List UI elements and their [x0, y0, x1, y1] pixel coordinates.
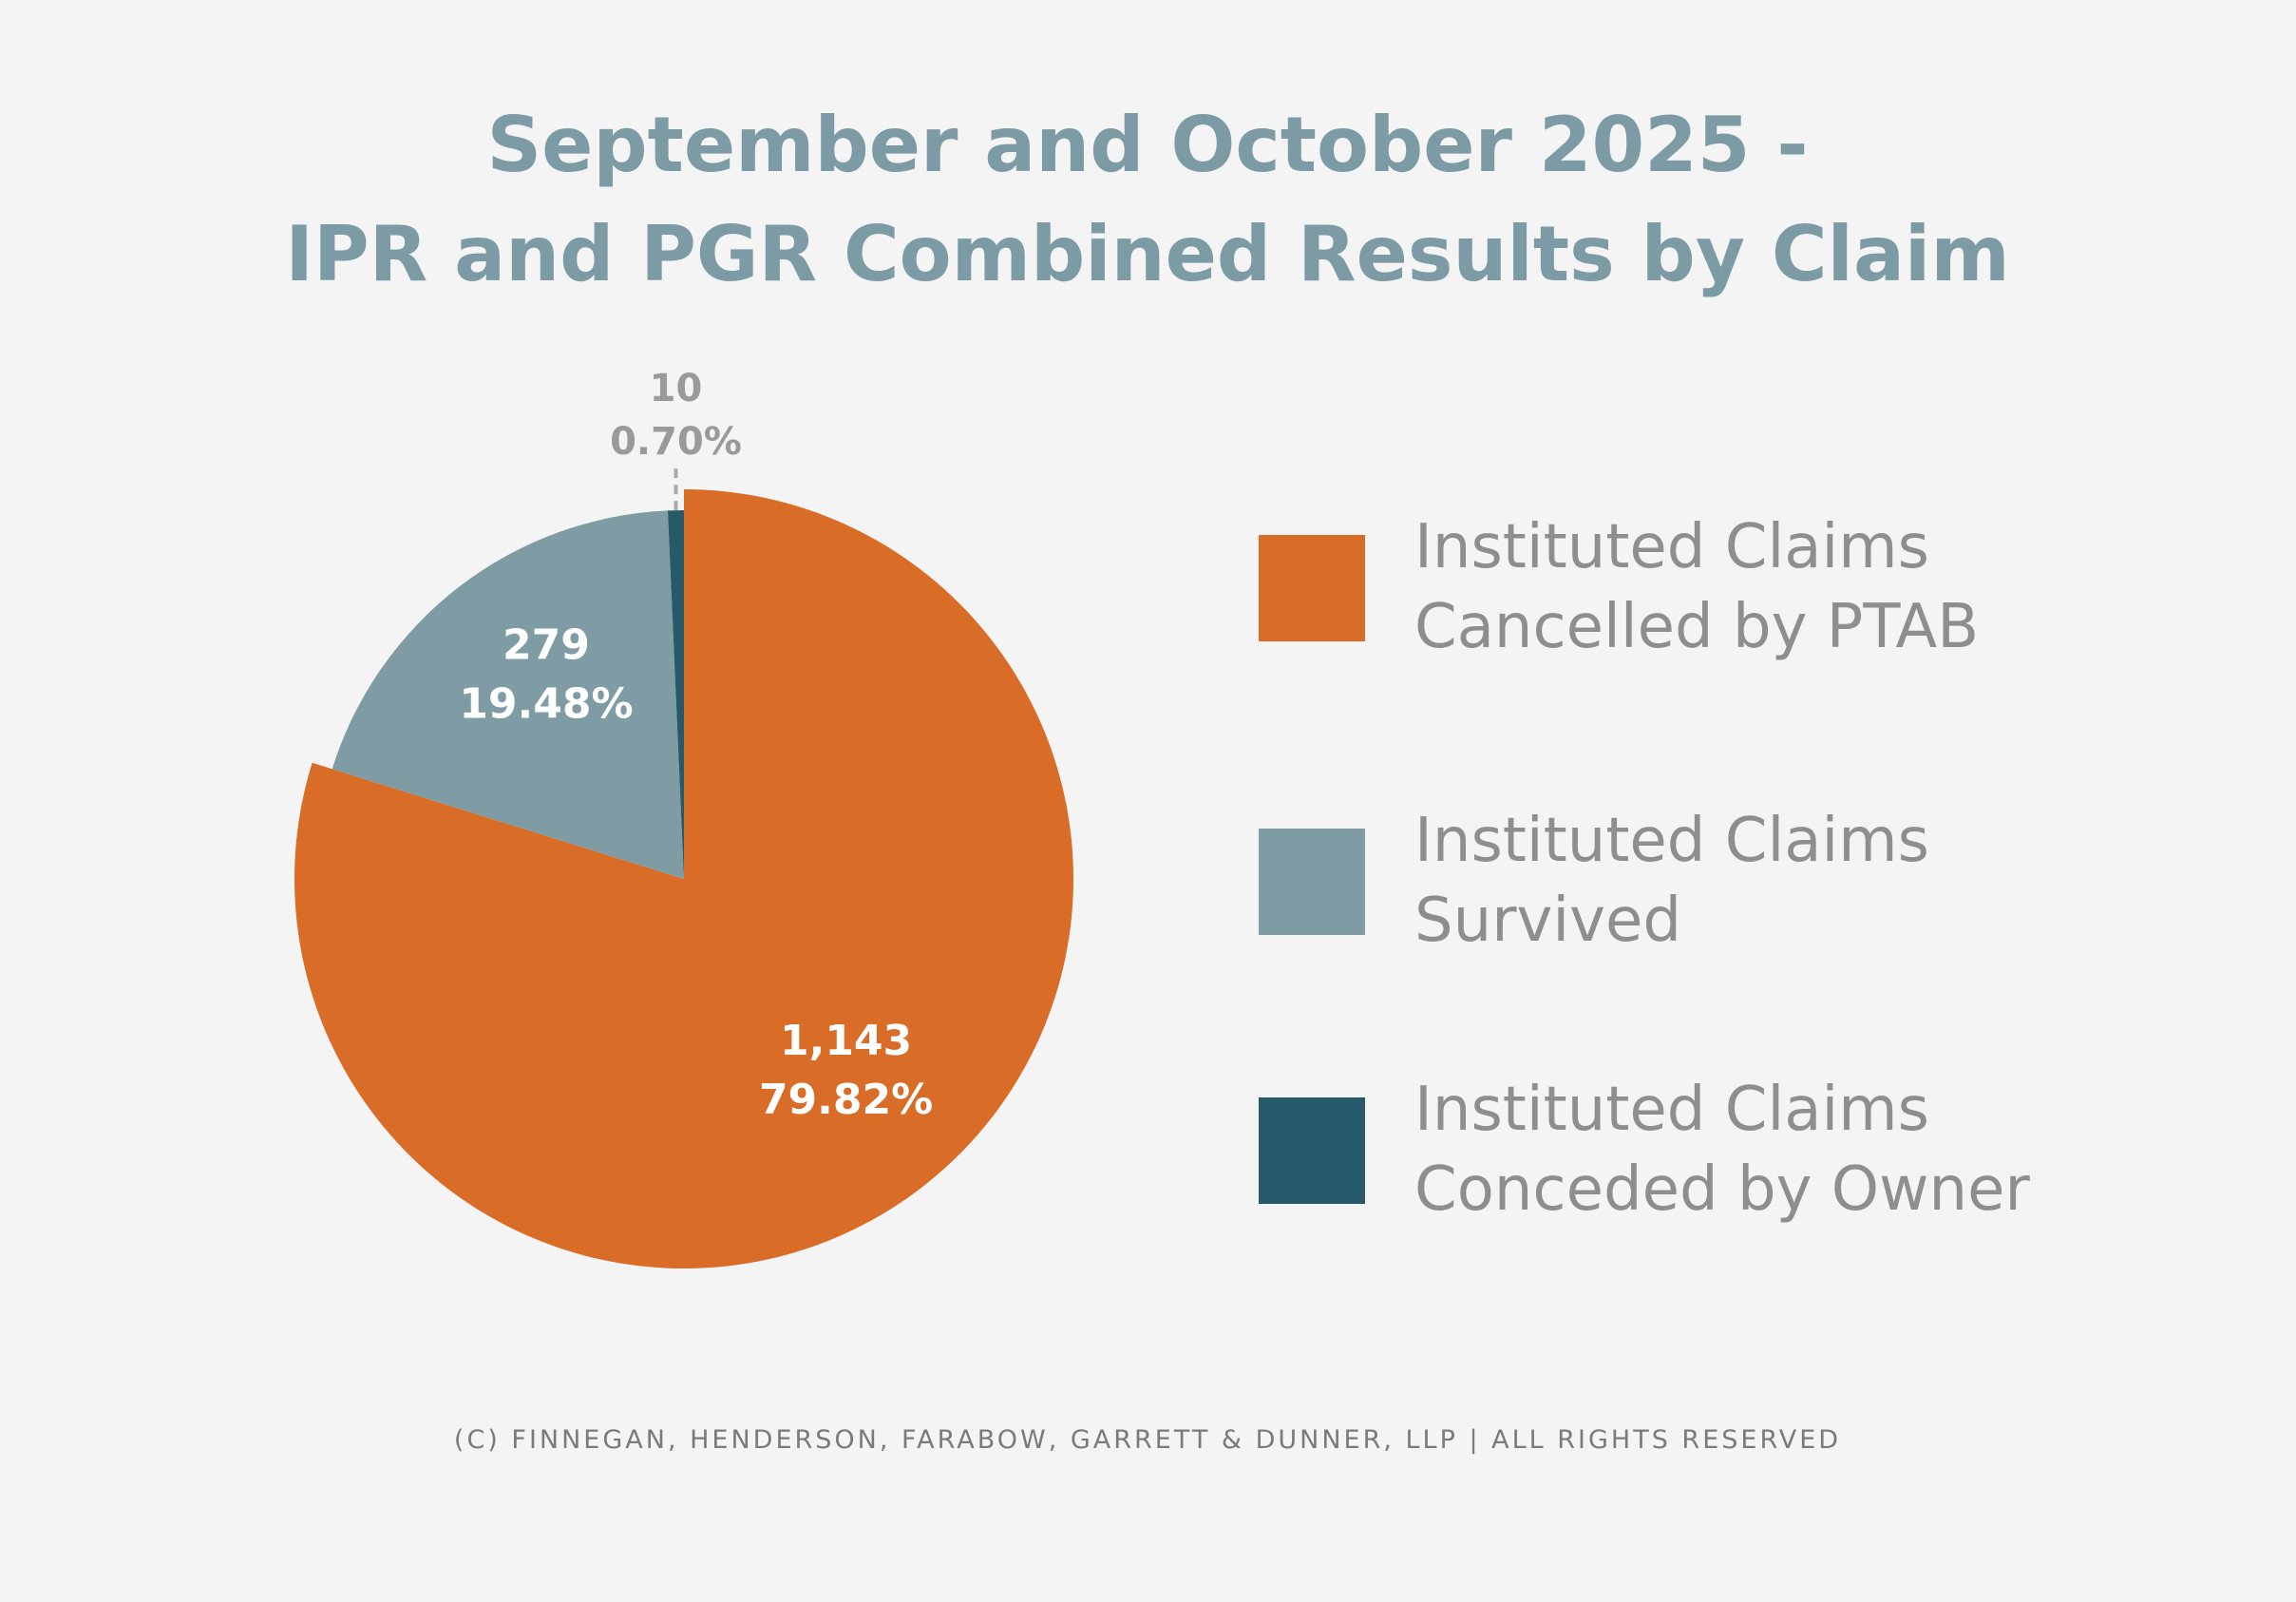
pie-slice-2: [332, 510, 684, 879]
slice-label-percent-2: 19.48%: [459, 680, 633, 729]
pie-labels: 1,143 79.82% 279 19.48% 10 0.70%: [459, 367, 933, 1124]
slice-label-value-3: 10: [650, 367, 703, 410]
legend-swatch-2: [1259, 829, 1365, 935]
slice-label-value-1: 1,143: [780, 1017, 912, 1065]
slice-label-percent-1: 79.82%: [759, 1076, 933, 1124]
pie: [294, 489, 1073, 1268]
legend-swatch-1: [1259, 535, 1365, 641]
legend-label-1-line-1: Instituted Claims: [1414, 512, 1929, 582]
pie-slice-3: [667, 510, 684, 879]
copyright-footer: (C) FINNEGAN, HENDERSON, FARABOW, GARRET…: [454, 1425, 1841, 1455]
legend-swatch-3: [1259, 1097, 1365, 1204]
slice-label-value-2: 279: [503, 621, 590, 670]
legend-label-3-line-1: Instituted Claims: [1414, 1075, 1929, 1145]
legend-label-3-line-2: Conceded by Owner: [1414, 1154, 2030, 1225]
chart-title-line-1: September and October 2025 -: [486, 101, 1808, 189]
legend-label-2-line-2: Survived: [1414, 886, 1681, 956]
chart-title-line-2: IPR and PGR Combined Results by Claim: [285, 210, 2009, 298]
legend-label-1-line-2: Cancelled by PTAB: [1414, 592, 1979, 662]
legend-label-2-line-1: Instituted Claims: [1414, 806, 1929, 876]
slice-label-percent-3: 0.70%: [610, 420, 742, 464]
legend: Instituted Claims Cancelled by PTAB Instit…: [1259, 512, 2030, 1225]
